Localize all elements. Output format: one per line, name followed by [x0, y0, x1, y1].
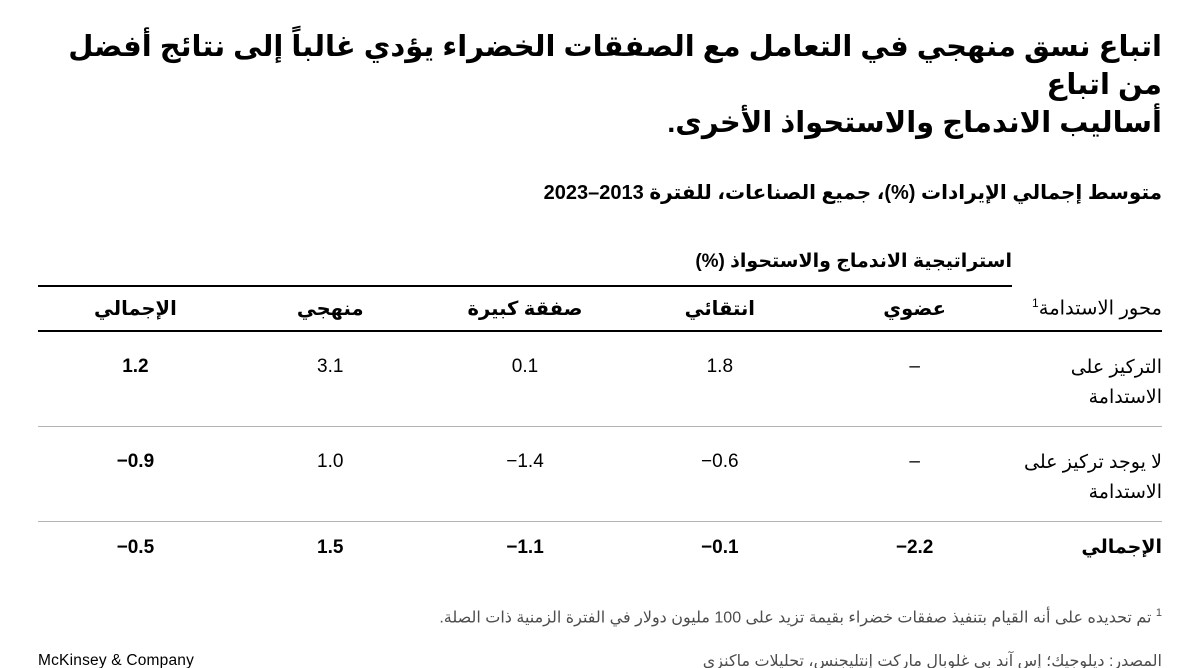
- cell-programmatic: 1.0: [232, 426, 428, 522]
- cell-total: 1.2: [38, 331, 233, 427]
- column-header-sustainability-focus-text: محور الاستدامة: [1038, 297, 1162, 320]
- footnote-marker-superscript: 1: [1032, 295, 1039, 310]
- chart-subtitle: متوسط إجمالي الإيرادات (%)، جميع الصناعا…: [543, 182, 1162, 204]
- footnote-marker: 1: [1155, 607, 1162, 619]
- mckinsey-logo: McKinsey & Company: [38, 652, 195, 668]
- column-header-programmatic: منهجي: [232, 286, 428, 332]
- cell-total: −0.5: [116, 536, 155, 558]
- page-title-line-1: اتباع نسق منهجي في التعامل مع الصفقات ال…: [68, 31, 1162, 101]
- source-line: المصدر: ديلوجيك؛ إس آند بي غلوبال ماركت …: [702, 653, 1162, 668]
- column-header-total: الإجمالي: [38, 286, 233, 332]
- cell-selective: −0.6: [622, 426, 818, 522]
- cell-programmatic: 1.5: [317, 536, 344, 558]
- cell-organic: −2.2: [895, 536, 934, 558]
- column-header-sustainability-focus: محور الاستدامة1: [1012, 286, 1162, 332]
- cell-total: −0.9: [38, 426, 233, 522]
- table-row-no-sustainability-focus: لا يوجد تركيز على الاستدامة – −0.6 −1.4 …: [38, 426, 1162, 522]
- cell-organic: –: [817, 426, 1012, 522]
- group-header-label: استراتيجية الاندماج والاستحواذ (%): [38, 242, 1012, 287]
- cell-large-deal: −1.1: [506, 536, 544, 558]
- column-header-row: محور الاستدامة1 عضوي انتقائي صفقة كبيرة …: [38, 286, 1162, 332]
- cell-organic: –: [817, 331, 1012, 427]
- cell-selective: 1.8: [622, 331, 818, 427]
- column-header-organic: عضوي: [817, 286, 1012, 332]
- cell-selective: −0.1: [701, 536, 739, 558]
- cell-programmatic: 3.1: [232, 331, 428, 427]
- table-row-sustainability-focus: التركيز على الاستدامة – 1.8 0.1 3.1 1.2: [38, 331, 1162, 427]
- cell-large-deal: −1.4: [427, 426, 623, 522]
- column-header-large-deal: صفقة كبيرة: [427, 286, 623, 332]
- column-header-selective: انتقائي: [622, 286, 818, 332]
- footnote: 1 تم تحديده على أنه القيام بتنفيذ صفقات …: [38, 600, 1162, 631]
- results-table: استراتيجية الاندماج والاستحواذ (%) محور …: [38, 242, 1162, 574]
- group-header-row: استراتيجية الاندماج والاستحواذ (%): [38, 242, 1162, 287]
- page-title-line-2: أساليب الاندماج والاستحواذ الأخرى.: [667, 107, 1162, 139]
- group-header-spacer: [1012, 242, 1162, 286]
- cell-large-deal: 0.1: [427, 331, 623, 427]
- bottom-row: McKinsey & Company المصدر: ديلوجيك؛ إس آ…: [38, 651, 1162, 668]
- table-row-total: الإجمالي −2.2 −0.1 −1.1 1.5 −0.5: [38, 521, 1162, 574]
- row-label: لا يوجد تركيز على الاستدامة: [1012, 426, 1162, 522]
- footnote-text: تم تحديده على أنه القيام بتنفيذ صفقات خض…: [439, 609, 1152, 627]
- row-label: التركيز على الاستدامة: [1012, 331, 1162, 427]
- page-title: اتباع نسق منهجي في التعامل مع الصفقات ال…: [38, 0, 1162, 142]
- row-label: الإجمالي: [1081, 536, 1162, 558]
